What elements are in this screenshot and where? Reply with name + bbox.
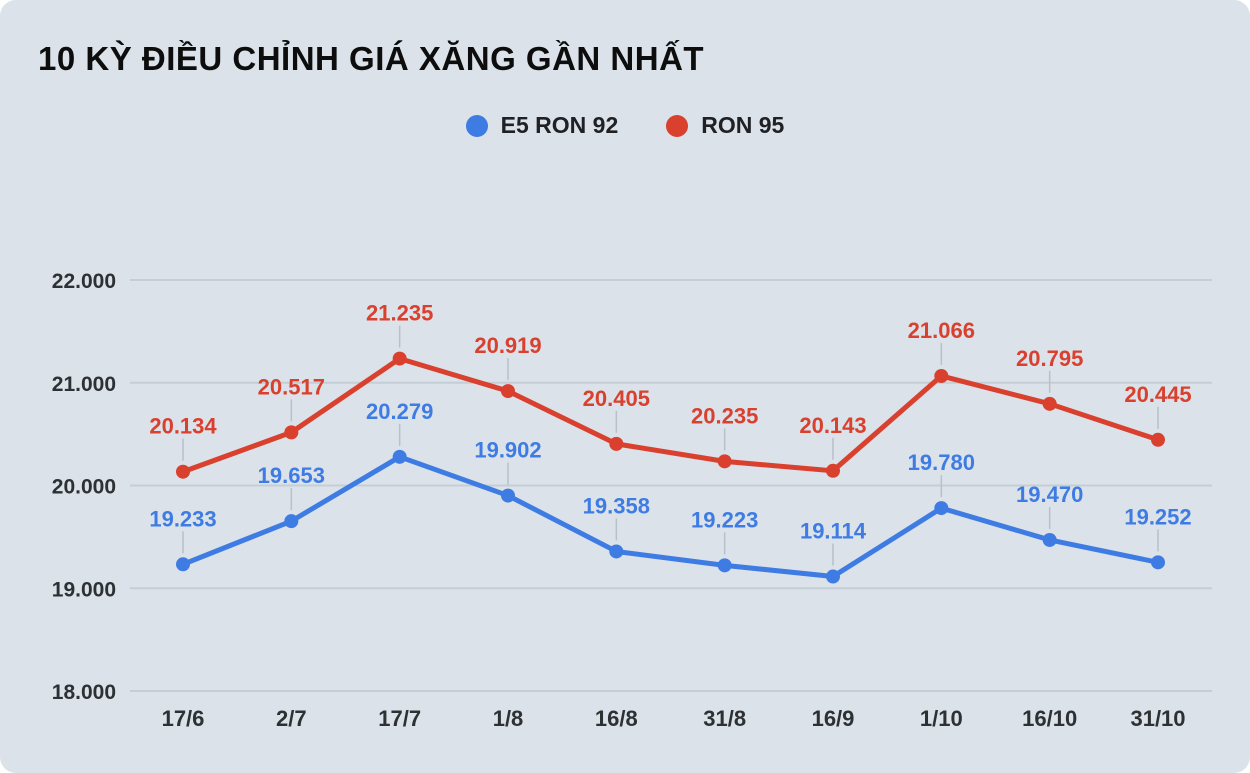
- data-label-ron-95: 20.134: [149, 414, 217, 439]
- x-axis-label: 31/10: [1130, 706, 1185, 731]
- series-line-e5-ron-92: [180, 454, 1161, 580]
- data-label-e5-ron-92: 19.114: [800, 519, 867, 544]
- data-label-e5-ron-92: 20.279: [366, 399, 433, 424]
- y-axis-label: 18.000: [52, 681, 116, 704]
- chart-title: 10 KỲ ĐIỀU CHỈNH GIÁ XĂNG GẦN NHẤT: [38, 40, 705, 77]
- y-axis-label: 21.000: [52, 373, 116, 396]
- x-axis-label: 16/10: [1022, 706, 1077, 731]
- data-point-ron-95: [609, 436, 624, 451]
- legend-label-ron-95: RON 95: [701, 112, 785, 138]
- data-point-ron-95: [1042, 396, 1057, 411]
- x-axis-label: 31/8: [703, 706, 746, 731]
- y-axis-label: 19.000: [52, 578, 116, 601]
- data-point-e5-ron-92: [609, 544, 624, 559]
- y-axis-label: 22.000: [52, 270, 116, 293]
- data-label-ron-95: 21.235: [366, 301, 433, 326]
- series-line-ron-95: [180, 356, 1161, 475]
- x-axis-label: 2/7: [276, 706, 307, 731]
- legend-dot-e5-ron-92: [465, 114, 488, 137]
- x-axis-label: 1/8: [493, 706, 524, 731]
- legend-item-e5-ron-92: E5 RON 92: [465, 112, 619, 139]
- data-label-ron-95: 20.405: [583, 386, 650, 411]
- x-axis-label: 16/8: [595, 706, 638, 731]
- data-point-ron-95: [717, 454, 732, 469]
- data-label-e5-ron-92: 19.233: [149, 506, 216, 531]
- data-point-ron-95: [826, 463, 840, 478]
- data-point-e5-ron-92: [1042, 532, 1057, 547]
- data-point-e5-ron-92: [934, 501, 949, 516]
- legend-item-ron-95: RON 95: [666, 112, 784, 139]
- data-point-e5-ron-92: [284, 514, 299, 529]
- data-point-e5-ron-92: [826, 569, 840, 584]
- data-point-ron-95: [284, 425, 299, 440]
- data-label-e5-ron-92: 19.252: [1124, 504, 1191, 529]
- data-point-ron-95: [176, 464, 190, 479]
- data-label-ron-95: 20.445: [1124, 382, 1191, 407]
- data-label-ron-95: 20.235: [691, 403, 758, 428]
- data-label-ron-95: 20.795: [1016, 346, 1083, 371]
- x-axis-label: 17/7: [378, 706, 421, 731]
- x-axis-label: 17/6: [162, 706, 205, 731]
- data-point-e5-ron-92: [501, 488, 515, 503]
- data-label-e5-ron-92: 19.653: [258, 463, 325, 488]
- data-label-ron-95: 20.919: [474, 333, 541, 358]
- data-point-e5-ron-92: [717, 558, 732, 573]
- y-axis-label: 20.000: [52, 476, 116, 499]
- legend-dot-ron-95: [666, 114, 689, 137]
- data-point-ron-95: [934, 368, 949, 383]
- data-point-ron-95: [392, 351, 407, 366]
- legend-label-e5-ron-92: E5 RON 92: [500, 112, 619, 138]
- data-point-e5-ron-92: [1151, 555, 1165, 570]
- data-label-e5-ron-92: 19.223: [691, 507, 758, 532]
- data-label-ron-95: 20.517: [258, 374, 325, 399]
- data-label-e5-ron-92: 19.470: [1016, 482, 1083, 507]
- data-point-e5-ron-92: [392, 449, 407, 464]
- x-axis-label: 16/9: [812, 706, 855, 731]
- data-label-e5-ron-92: 19.902: [474, 438, 541, 463]
- data-label-ron-95: 21.066: [908, 318, 975, 343]
- x-axis-label: 1/10: [920, 706, 963, 731]
- legend: E5 RON 92 RON 95: [0, 112, 1250, 139]
- data-point-e5-ron-92: [176, 557, 190, 572]
- data-label-e5-ron-92: 19.780: [908, 450, 975, 475]
- data-label-ron-95: 20.143: [799, 413, 866, 438]
- data-point-ron-95: [501, 384, 515, 399]
- data-label-e5-ron-92: 19.358: [583, 493, 650, 518]
- data-point-ron-95: [1151, 432, 1165, 447]
